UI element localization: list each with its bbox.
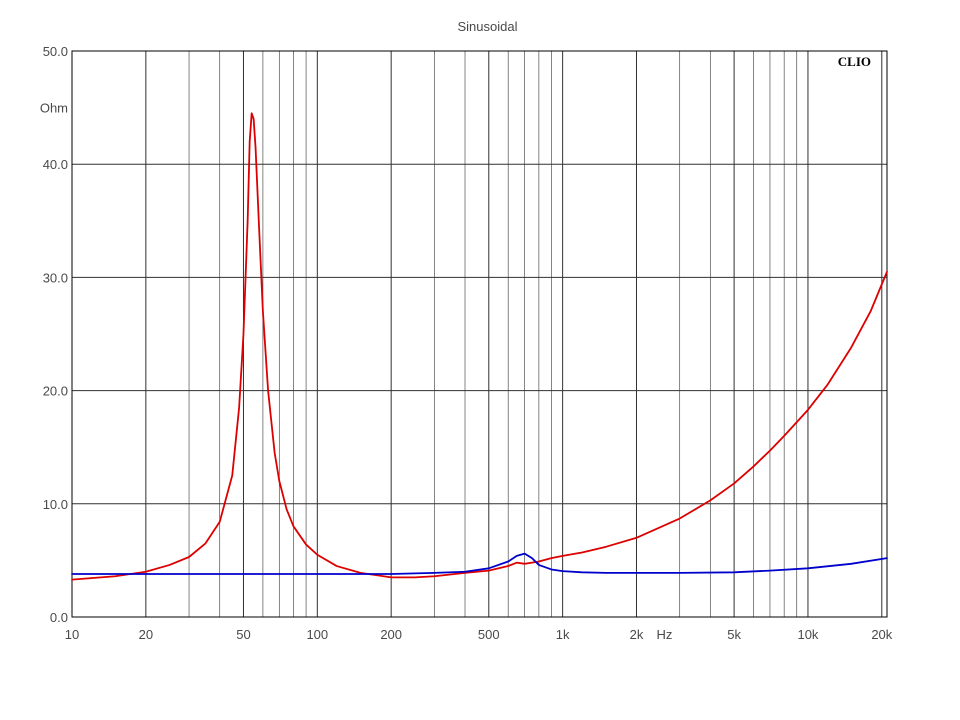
x-tick-label: 10k bbox=[797, 627, 818, 642]
major-grid bbox=[71, 50, 887, 618]
x-tick-label: 2k bbox=[630, 627, 644, 642]
y-axis-labels: 0.0 10.0 20.0 30.0 40.0 50.0 bbox=[43, 44, 68, 625]
series-layer bbox=[71, 112, 888, 581]
minor-grid bbox=[188, 51, 798, 617]
x-tick-label: 100 bbox=[306, 627, 328, 642]
plot-frame bbox=[71, 50, 888, 618]
x-tick-label: 20 bbox=[139, 627, 153, 642]
chart-title: Sinusoidal bbox=[458, 19, 518, 34]
x-tick-label: 200 bbox=[380, 627, 402, 642]
x-tick-label: 5k bbox=[727, 627, 741, 642]
y-tick-label: 50.0 bbox=[43, 44, 68, 59]
x-tick-label: 1k bbox=[556, 627, 570, 642]
y-tick-label: 30.0 bbox=[43, 270, 68, 285]
y-tick-label: 0.0 bbox=[50, 610, 68, 625]
clio-brand-label: CLIO bbox=[838, 54, 871, 69]
y-tick-label: 20.0 bbox=[43, 384, 68, 399]
y-axis-unit: Ohm bbox=[40, 101, 68, 116]
x-tick-label: 50 bbox=[236, 627, 250, 642]
x-axis-unit: Hz bbox=[657, 627, 673, 642]
x-axis-labels: 10 20 50 100 200 500 1k 2k 5k 10k 20k bbox=[65, 627, 893, 642]
y-tick-label: 10.0 bbox=[43, 497, 68, 512]
x-tick-label: 20k bbox=[871, 627, 892, 642]
y-tick-label: 40.0 bbox=[43, 157, 68, 172]
impedance-series-red-line bbox=[71, 112, 888, 581]
x-tick-label: 10 bbox=[65, 627, 79, 642]
impedance-series-blue-line bbox=[71, 552, 888, 575]
x-tick-label: 500 bbox=[478, 627, 500, 642]
